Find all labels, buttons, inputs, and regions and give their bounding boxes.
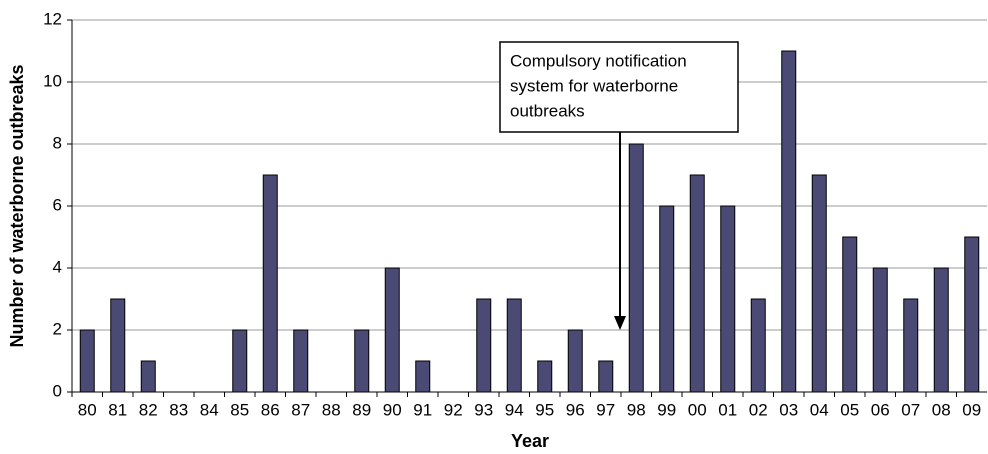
bar xyxy=(598,360,614,393)
y-tick-label: 12 xyxy=(43,9,62,28)
x-tick-label: 85 xyxy=(230,400,249,419)
y-tick-label: 2 xyxy=(53,319,62,338)
bar xyxy=(476,298,492,393)
x-tick-label: 99 xyxy=(657,400,676,419)
y-axis-label: Number of waterborne outbreaks xyxy=(7,64,27,347)
x-tick-label: 91 xyxy=(413,400,432,419)
bar xyxy=(567,329,583,393)
bar xyxy=(628,143,644,393)
bar xyxy=(842,236,858,393)
bar xyxy=(933,267,949,393)
annotation-arrowhead xyxy=(614,316,626,330)
x-tick-label: 89 xyxy=(352,400,371,419)
bar xyxy=(79,329,95,393)
y-tick-label: 6 xyxy=(53,195,62,214)
annotation-text: Compulsory notification xyxy=(510,51,687,70)
bar xyxy=(689,174,705,393)
x-tick-label: 08 xyxy=(932,400,951,419)
x-tick-label: 86 xyxy=(261,400,280,419)
x-axis-label: Year xyxy=(511,431,549,451)
x-tick-label: 01 xyxy=(718,400,737,419)
x-tick-label: 03 xyxy=(779,400,798,419)
x-tick-label: 04 xyxy=(810,400,829,419)
bar xyxy=(384,267,400,393)
annotation-box xyxy=(499,41,739,133)
y-tick-label: 4 xyxy=(53,257,62,276)
bar xyxy=(537,360,553,393)
bar xyxy=(659,205,675,393)
bar xyxy=(872,267,888,393)
x-tick-label: 98 xyxy=(627,400,646,419)
x-tick-label: 07 xyxy=(901,400,920,419)
annotation-text: system for waterborne xyxy=(510,76,678,95)
y-tick-label: 10 xyxy=(43,71,62,90)
bar xyxy=(781,50,797,393)
x-tick-label: 00 xyxy=(688,400,707,419)
bar xyxy=(903,298,919,393)
bar xyxy=(750,298,766,393)
bar xyxy=(110,298,126,393)
bar xyxy=(720,205,736,393)
x-tick-label: 88 xyxy=(322,400,341,419)
bar xyxy=(140,360,156,393)
x-tick-label: 05 xyxy=(840,400,859,419)
x-tick-label: 82 xyxy=(139,400,158,419)
bar xyxy=(811,174,827,393)
x-tick-label: 87 xyxy=(291,400,310,419)
x-tick-label: 81 xyxy=(108,400,127,419)
bar xyxy=(506,298,522,393)
x-tick-label: 90 xyxy=(383,400,402,419)
y-tick-label: 8 xyxy=(53,133,62,152)
x-tick-label: 95 xyxy=(535,400,554,419)
x-tick-label: 96 xyxy=(566,400,585,419)
bar xyxy=(354,329,370,393)
bar xyxy=(262,174,278,393)
bar xyxy=(232,329,248,393)
x-tick-label: 09 xyxy=(962,400,981,419)
x-tick-label: 92 xyxy=(444,400,463,419)
x-tick-label: 80 xyxy=(78,400,97,419)
x-tick-label: 94 xyxy=(505,400,524,419)
y-tick-label: 0 xyxy=(53,381,62,400)
x-tick-label: 02 xyxy=(749,400,768,419)
x-tick-label: 93 xyxy=(474,400,493,419)
x-tick-label: 84 xyxy=(200,400,219,419)
bar xyxy=(964,236,980,393)
bar xyxy=(293,329,309,393)
x-tick-label: 97 xyxy=(596,400,615,419)
x-tick-label: 06 xyxy=(871,400,890,419)
x-tick-label: 83 xyxy=(169,400,188,419)
bar xyxy=(415,360,431,393)
annotation-text: outbreaks xyxy=(510,101,585,120)
